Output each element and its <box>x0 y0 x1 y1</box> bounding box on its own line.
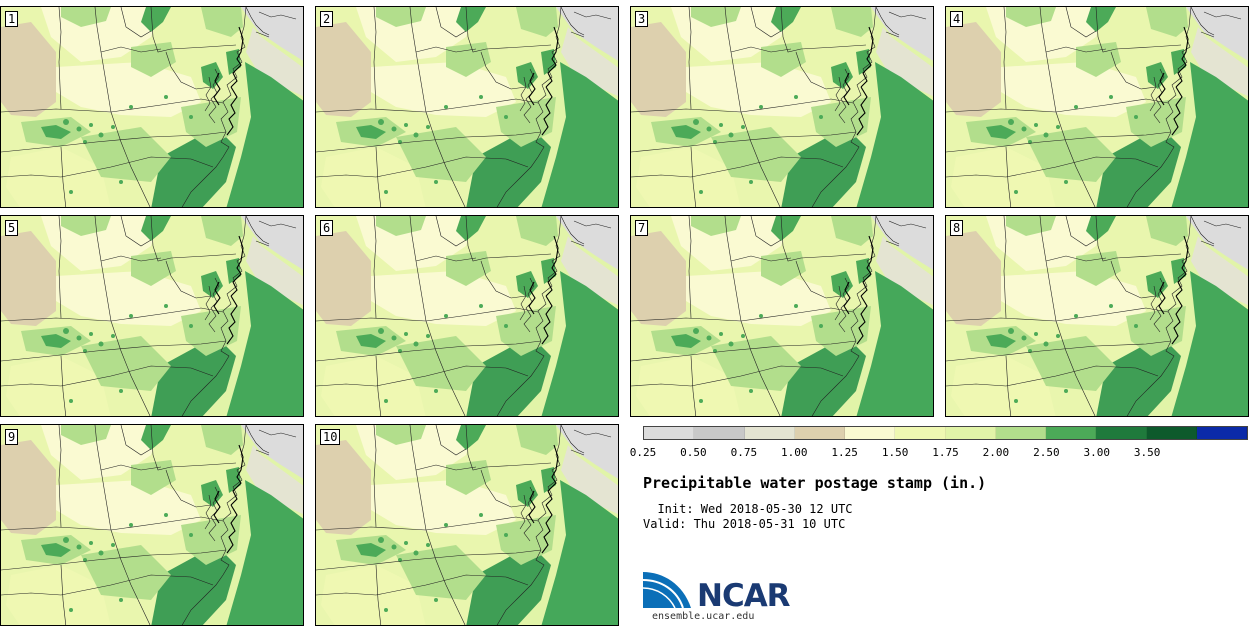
colorbar <box>643 426 1248 440</box>
stamp-map <box>1 216 303 416</box>
stamp-map <box>1 7 303 207</box>
colorbar-tick: 0.50 <box>680 446 707 459</box>
stamp-number: 2 <box>320 11 334 27</box>
stamp-number: 3 <box>635 11 649 27</box>
postage-stamp-10: 10 <box>315 424 619 626</box>
stamp-number: 5 <box>5 220 19 236</box>
colorbar-segment-10 <box>1096 427 1147 439</box>
init-time: Init: Wed 2018-05-30 12 UTC <box>643 502 853 516</box>
colorbar-segment-1 <box>644 427 695 439</box>
stamp-map <box>631 7 933 207</box>
stamp-number: 1 <box>5 11 19 27</box>
valid-time: Valid: Thu 2018-05-31 10 UTC <box>643 517 846 531</box>
stamp-map <box>946 216 1248 416</box>
stamp-map <box>316 7 618 207</box>
postage-stamp-9: 9 <box>0 424 304 626</box>
stamp-map <box>1 425 303 625</box>
colorbar-tick: 1.00 <box>781 446 808 459</box>
stamp-map <box>316 216 618 416</box>
colorbar-tick-labels: 0.25 0.50 0.75 1.00 1.25 1.50 1.75 2.00 2.50 3.00… <box>630 446 1250 460</box>
postage-stamp-1: 1 <box>0 6 304 208</box>
colorbar-tick: 0.75 <box>730 446 758 459</box>
colorbar-tick: 2.00 <box>982 446 1010 459</box>
postage-stamp-7: 7 <box>630 215 934 417</box>
colorbar-tick: 3.50 <box>1133 446 1161 459</box>
colorbar-segment-3 <box>744 427 795 439</box>
colorbar-segment-2 <box>694 427 745 439</box>
stamp-number: 7 <box>635 220 649 236</box>
colorbar-tick: 1.50 <box>881 446 909 459</box>
colorbar-segment-7 <box>945 427 996 439</box>
stamp-number: 4 <box>950 11 964 27</box>
colorbar-segment-11 <box>1146 427 1197 439</box>
postage-stamp-8: 8 <box>945 215 1249 417</box>
colorbar-tick: 1.75 <box>932 446 959 459</box>
postage-stamp-3: 3 <box>630 6 934 208</box>
ncar-logo-icon <box>643 572 691 609</box>
colorbar-tick: 3.00 <box>1083 446 1111 459</box>
stamp-map <box>631 216 933 416</box>
stamp-number: 6 <box>320 220 334 236</box>
colorbar-tick: 2.50 <box>1033 446 1060 459</box>
colorbar-segment-9 <box>1046 427 1097 439</box>
stamp-number: 10 <box>320 429 341 445</box>
stamp-number: 8 <box>950 220 964 236</box>
postage-stamp-5: 5 <box>0 215 304 417</box>
stamp-number: 9 <box>5 429 19 445</box>
colorbar-segment-12 <box>1196 427 1247 439</box>
postage-stamp-4: 4 <box>945 6 1249 208</box>
colorbar-segment-4 <box>794 427 845 439</box>
logo-url: ensemble.ucar.edu <box>652 611 755 622</box>
postage-stamp-6: 6 <box>315 215 619 417</box>
colorbar-tick: 0.25 <box>629 446 657 459</box>
stamp-map <box>946 7 1248 207</box>
colorbar-segment-5 <box>845 427 896 439</box>
logo-wordmark: NCAR <box>697 578 791 614</box>
plot-title: Precipitable water postage stamp (in.) <box>643 474 987 492</box>
colorbar-segment-6 <box>895 427 946 439</box>
colorbar-tick: 1.25 <box>831 446 858 459</box>
postage-stamp-2: 2 <box>315 6 619 208</box>
stamp-map <box>316 425 618 625</box>
colorbar-segment-8 <box>995 427 1046 439</box>
